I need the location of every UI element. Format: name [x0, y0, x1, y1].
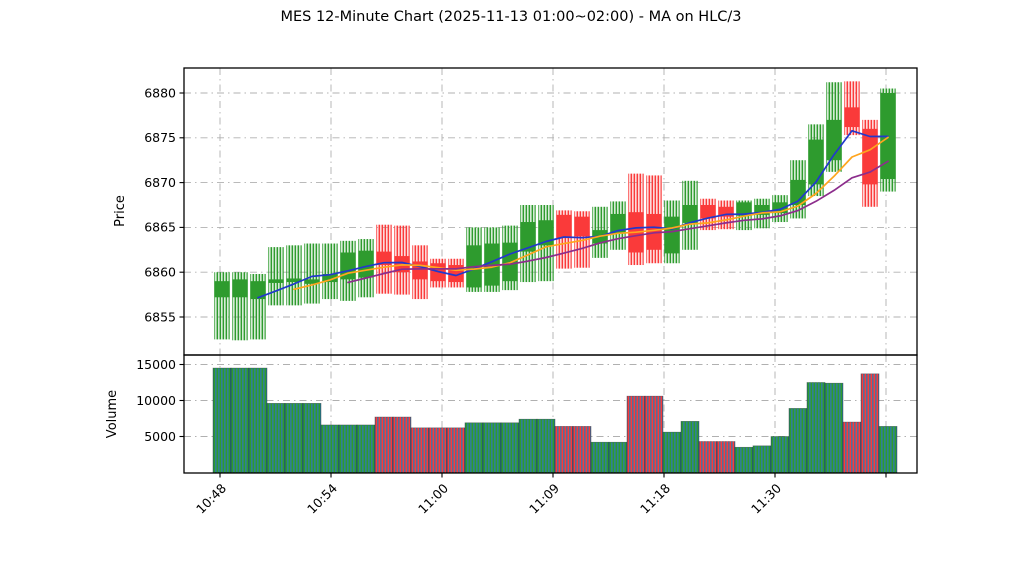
candle-body [376, 251, 392, 266]
candle-body [610, 213, 626, 234]
volume-bar-hatch [375, 417, 393, 473]
x-tick-label: 11:18 [637, 480, 673, 516]
volume-tick-label: 5000 [144, 429, 176, 444]
volume-bar-hatch [285, 403, 303, 473]
volume-bar-hatch [501, 422, 519, 473]
candle-body [232, 279, 248, 298]
volume-tick-label: 15000 [136, 357, 176, 372]
candle-body [718, 206, 734, 217]
candle-body [664, 216, 680, 254]
volume-bar-hatch [825, 383, 843, 473]
volume-bar-hatch [231, 368, 249, 473]
candle-range [304, 243, 320, 304]
candle-body [214, 281, 230, 298]
volume-bar-hatch [483, 422, 501, 473]
volume-bar-hatch [591, 442, 609, 473]
volume-bar-hatch [699, 441, 717, 473]
candle-body [286, 278, 302, 283]
candles [214, 81, 896, 341]
volume-bar-hatch [807, 382, 825, 473]
candle-body [358, 250, 374, 278]
volume-bar-hatch [393, 417, 411, 473]
x-tick-label: 10:54 [304, 480, 340, 516]
chart-title: MES 12-Minute Chart (2025-11-13 01:00~02… [280, 9, 741, 25]
volume-bar-hatch [717, 441, 735, 473]
candle-body [250, 281, 266, 300]
candle-body [646, 213, 662, 250]
volume-bar-hatch [447, 427, 465, 473]
volume-bar-hatch [789, 408, 807, 473]
volume-bar-hatch [321, 424, 339, 473]
candle-body [682, 205, 698, 223]
volume-bar-hatch [465, 422, 483, 473]
price-tick-label: 6865 [144, 220, 176, 235]
candle-body [412, 261, 428, 280]
candle-range [286, 245, 302, 306]
volume-bar-hatch [771, 436, 789, 473]
price-tick-label: 6875 [144, 130, 176, 145]
candle-body [808, 139, 824, 185]
volume-bar-hatch [303, 403, 321, 473]
ma-line [293, 136, 889, 291]
volume-bar-hatch [681, 421, 699, 473]
volume-bars [212, 367, 898, 473]
volume-bar-hatch [753, 445, 771, 473]
volume-bar-hatch [411, 427, 429, 473]
volume-bar-hatch [645, 396, 663, 473]
price-tick-label: 6860 [144, 265, 176, 280]
volume-bar-hatch [735, 447, 753, 473]
ma-line [347, 160, 889, 284]
volume-bar-hatch [627, 396, 645, 473]
volume-bar-hatch [339, 424, 357, 473]
x-tick-label: 11:00 [415, 480, 451, 516]
candle-body [304, 279, 320, 284]
volume-bar-hatch [519, 419, 537, 473]
volume-panel-border [183, 354, 918, 474]
price-tick-label: 6870 [144, 175, 176, 190]
volume-tick-label: 10000 [136, 393, 176, 408]
volume-axis-label: Volume [105, 390, 120, 438]
candle-body [574, 216, 590, 237]
candle-body [268, 279, 284, 283]
x-tick-label: 10:48 [193, 480, 229, 516]
tick-marks [179, 92, 887, 478]
volume-bar-hatch [267, 403, 285, 473]
candle-body [772, 202, 788, 214]
x-tick-label: 11:30 [748, 480, 784, 516]
candle-body [844, 107, 860, 128]
candle-body [736, 202, 752, 216]
price-axis-label: Price [113, 195, 128, 227]
volume-bar-hatch [357, 424, 375, 473]
volume-bar-hatch [879, 426, 897, 473]
volume-bar-hatch [843, 422, 861, 473]
candle-body [538, 220, 554, 246]
candle-range [322, 243, 338, 300]
ma-line [257, 129, 889, 299]
candle-body [700, 205, 716, 219]
candle-body [556, 214, 572, 239]
x-tick-label: 11:09 [526, 480, 562, 516]
volume-bar-hatch [573, 426, 591, 473]
candle-body [520, 222, 536, 252]
volume-bar-hatch [249, 368, 267, 473]
volume-bar-hatch [213, 368, 231, 473]
price-tick-label: 6855 [144, 309, 176, 324]
candle-body [322, 273, 338, 283]
volume-bar-hatch [429, 427, 447, 473]
candle-range [268, 247, 284, 306]
candle-body [790, 179, 806, 205]
volume-bar-hatch [609, 442, 627, 473]
candle-body [754, 205, 770, 215]
price-tick-label: 6880 [144, 85, 176, 100]
volume-bar-hatch [537, 419, 555, 473]
volume-bar-hatch [861, 373, 879, 473]
volume-bar-hatch [663, 432, 681, 473]
volume-bar-hatch [555, 426, 573, 473]
